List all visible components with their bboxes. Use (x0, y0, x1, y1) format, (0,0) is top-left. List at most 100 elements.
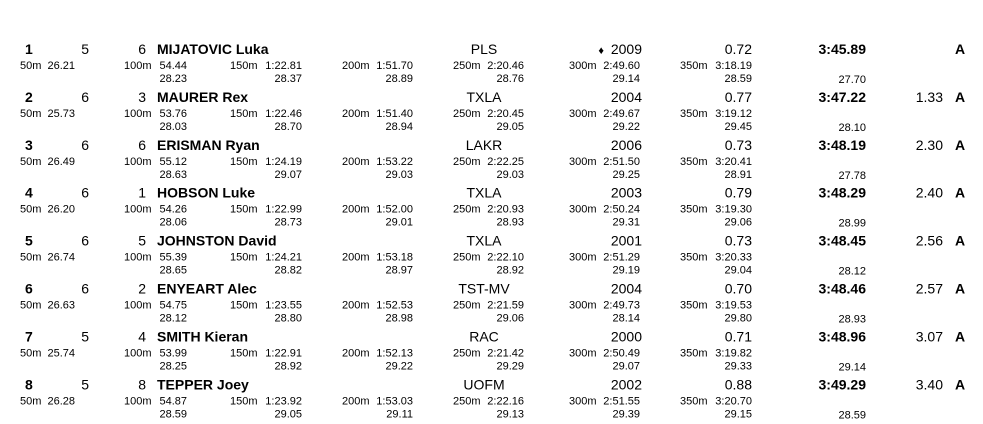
split-distance: 250m (453, 60, 481, 72)
split-delta: 29.39 (612, 408, 640, 420)
split-time: 54.44 (159, 60, 187, 72)
split-delta: 27.78 (838, 170, 866, 182)
heat: 6 (81, 185, 89, 201)
heat: 5 (81, 41, 89, 57)
place: 6 (25, 281, 33, 297)
split-delta: 28.63 (159, 169, 187, 181)
split-distance: 200m (342, 60, 370, 72)
heat: 6 (81, 137, 89, 153)
birth-year: 2009 (611, 41, 642, 57)
split-distance: 100m (124, 300, 152, 312)
split-time: 3:19.12 (715, 108, 752, 120)
split-delta: 28.65 (159, 265, 187, 277)
split-distance: 300m (569, 395, 597, 407)
split-distance: 350m (680, 347, 708, 359)
split-delta: 29.03 (385, 169, 413, 181)
birth-year: 2002 (611, 376, 642, 392)
swimmer-name: MAURER Rex (157, 89, 248, 105)
split-distance: 250m (453, 252, 481, 264)
birth-year: 2000 (611, 328, 642, 344)
split-distance: 150m (230, 60, 258, 72)
split-time: 3:19.82 (715, 347, 752, 359)
split-distance: 150m (230, 204, 258, 216)
split-distance: 350m (680, 204, 708, 216)
birth-year: 2004 (611, 89, 642, 105)
split-time: 2:20.93 (487, 204, 524, 216)
time-behind: 2.30 (916, 137, 943, 153)
split-distance: 200m (342, 347, 370, 359)
split-time: 54.87 (159, 395, 187, 407)
reaction-time: 0.73 (725, 233, 752, 249)
split-distance: 150m (230, 395, 258, 407)
team: PLS (471, 41, 497, 57)
lane: 5 (138, 233, 146, 249)
split-time: 2:51.29 (603, 252, 640, 264)
reaction-time: 0.88 (725, 376, 752, 392)
qualifier: A (955, 281, 965, 297)
birth-year: 2004 (611, 281, 642, 297)
split-distance: 50m (20, 108, 41, 120)
split-distance: 50m (20, 252, 41, 264)
split-distance: 300m (569, 108, 597, 120)
split-distance: 250m (453, 347, 481, 359)
split-delta: 28.92 (496, 265, 524, 277)
split-time: 26.21 (47, 60, 75, 72)
split-time: 1:53.03 (376, 395, 413, 407)
split-distance: 350m (680, 395, 708, 407)
split-delta: 29.04 (724, 265, 752, 277)
lane: 6 (138, 137, 146, 153)
split-distance: 250m (453, 204, 481, 216)
split-time: 3:18.19 (715, 60, 752, 72)
split-time: 1:24.21 (265, 252, 302, 264)
final-time: 3:47.22 (819, 89, 867, 105)
split-distance: 200m (342, 395, 370, 407)
split-delta: 28.89 (385, 73, 413, 85)
split-delta: 28.59 (724, 73, 752, 85)
split-time: 3:19.53 (715, 300, 752, 312)
lane: 3 (138, 89, 146, 105)
split-delta: 29.13 (496, 408, 524, 420)
split-distance: 50m (20, 347, 41, 359)
team: TXLA (466, 233, 502, 249)
split-time: 3:20.70 (715, 395, 752, 407)
swimmer-name: HOBSON Luke (157, 185, 255, 201)
split-time: 1:51.70 (376, 60, 413, 72)
split-delta: 29.14 (612, 73, 640, 85)
split-time: 1:52.13 (376, 347, 413, 359)
final-time: 3:45.89 (819, 41, 867, 57)
split-distance: 300m (569, 300, 597, 312)
split-distance: 100m (124, 252, 152, 264)
split-time: 1:24.19 (265, 156, 302, 168)
split-delta: 28.25 (159, 360, 187, 372)
split-time: 2:50.49 (603, 347, 640, 359)
split-distance: 50m (20, 395, 41, 407)
time-behind: 2.57 (916, 281, 943, 297)
birth-year: 2003 (611, 185, 642, 201)
split-time: 26.20 (47, 204, 75, 216)
split-delta: 28.06 (159, 217, 187, 229)
split-delta: 29.45 (724, 121, 752, 133)
final-time: 3:48.19 (819, 137, 867, 153)
split-time: 2:22.10 (487, 252, 524, 264)
time-behind: 1.33 (916, 89, 943, 105)
swimmer-name: ERISMAN Ryan (157, 137, 260, 153)
split-time: 2:21.42 (487, 347, 524, 359)
lane: 1 (138, 185, 146, 201)
reaction-time: 0.79 (725, 185, 752, 201)
split-distance: 300m (569, 156, 597, 168)
split-time: 25.73 (47, 108, 75, 120)
split-distance: 300m (569, 204, 597, 216)
split-distance: 200m (342, 156, 370, 168)
split-delta: 29.15 (724, 408, 752, 420)
split-delta: 28.12 (838, 266, 866, 278)
split-delta: 29.07 (612, 360, 640, 372)
final-time: 3:48.46 (819, 281, 867, 297)
split-time: 3:20.41 (715, 156, 752, 168)
split-delta: 28.93 (838, 314, 866, 326)
split-delta: 28.93 (496, 217, 524, 229)
split-delta: 28.59 (838, 409, 866, 421)
team: TXLA (466, 89, 502, 105)
split-distance: 100m (124, 204, 152, 216)
split-time: 26.49 (47, 156, 75, 168)
split-delta: 29.06 (724, 217, 752, 229)
